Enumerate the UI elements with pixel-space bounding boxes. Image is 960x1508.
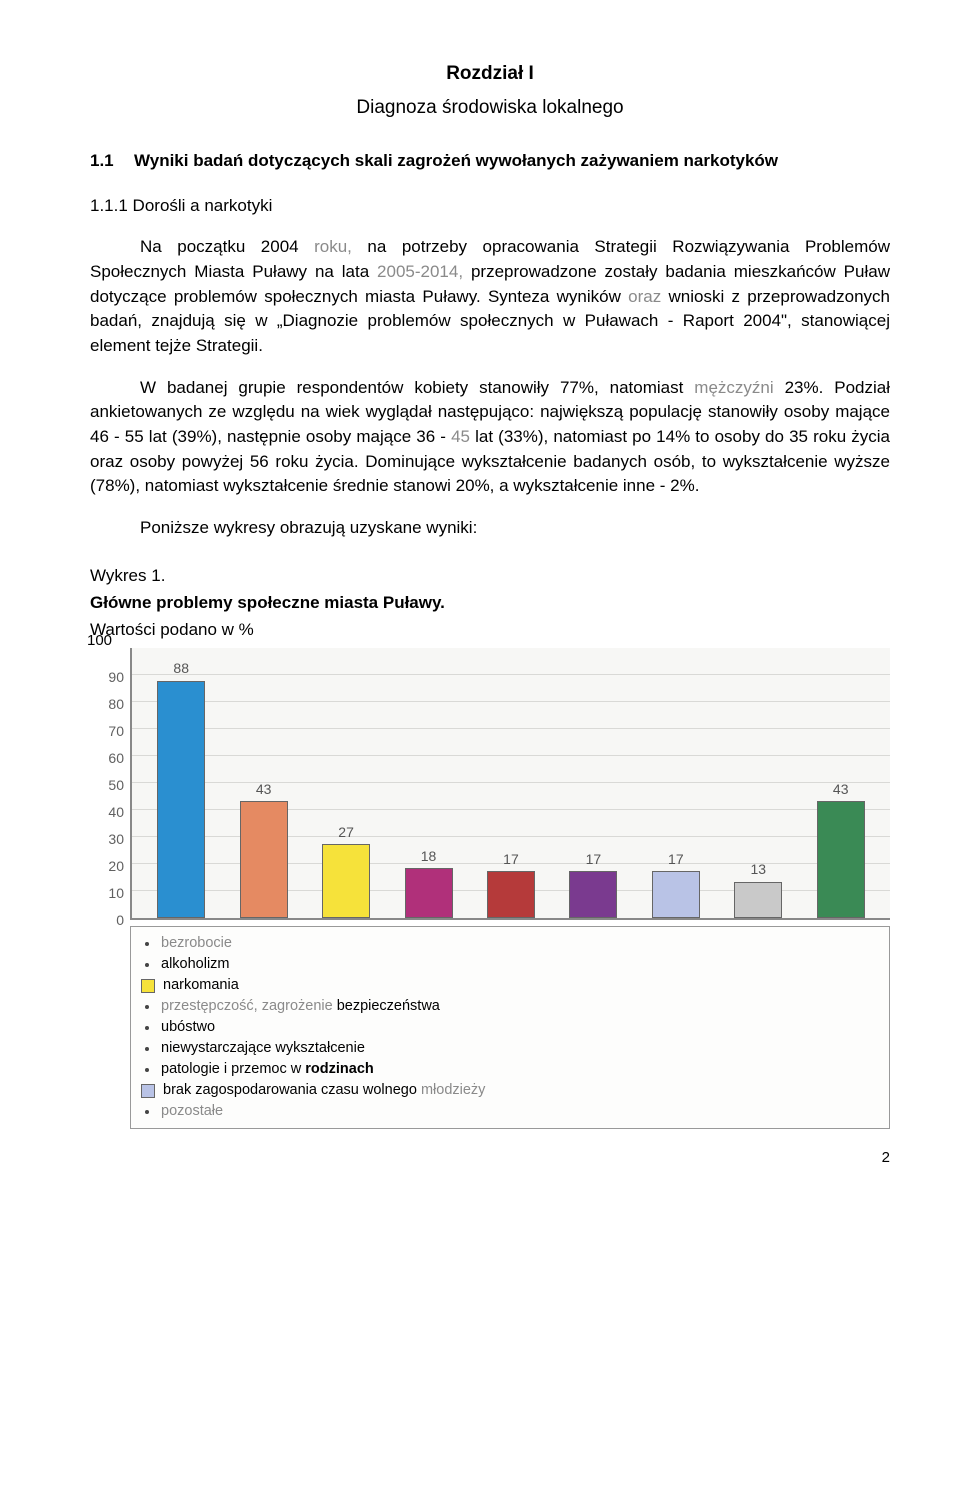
y-tick: 70 [108, 721, 124, 741]
y-tick: 20 [108, 856, 124, 876]
y-tick: 80 [108, 694, 124, 714]
figure-caption: Wartości podano w % [90, 618, 890, 643]
legend-label: alkoholizm [161, 954, 230, 975]
paragraph-2: W badanej grupie respondentów kobiety st… [90, 376, 890, 499]
legend-item: ubóstwo [141, 1017, 879, 1038]
section-title: Wyniki badań dotyczących skali zagrożeń … [134, 149, 778, 174]
legend-label: niewystarczające wykształcenie [161, 1038, 365, 1059]
bar [157, 681, 205, 919]
chart-legend: bezrobociealkoholizmnarkomaniaprzestępcz… [130, 926, 890, 1129]
y-tick: 60 [108, 748, 124, 768]
bar-chart: 100 0102030405060708090 8843271817171713… [90, 650, 890, 1129]
page-number: 2 [90, 1147, 890, 1169]
legend-bullet [145, 1026, 149, 1030]
bar-slot: 17 [649, 849, 703, 919]
bar [734, 882, 782, 919]
legend-label: brak zagospodarowania czasu wolnego młod… [163, 1080, 485, 1101]
y-tick: 0 [116, 910, 124, 930]
legend-swatch [141, 979, 155, 993]
legend-item: brak zagospodarowania czasu wolnego młod… [141, 1080, 879, 1101]
bar-slot: 18 [402, 846, 456, 919]
legend-label: pozostałe [161, 1101, 223, 1122]
bar-value-label: 43 [256, 779, 272, 799]
legend-bullet [145, 1047, 149, 1051]
bar-value-label: 17 [586, 849, 602, 869]
bar-value-label: 27 [338, 822, 354, 842]
legend-swatch [141, 1084, 155, 1098]
paragraph-3: Poniższe wykresy obrazują uzyskane wynik… [90, 516, 890, 541]
y-tick: 90 [108, 667, 124, 687]
bar [569, 871, 617, 919]
bar-value-label: 13 [750, 859, 766, 879]
legend-bullet [145, 963, 149, 967]
bar-slot: 88 [154, 658, 208, 918]
y-extra-100: 100 [87, 630, 112, 652]
subsection-number: 1.1.1 [90, 196, 128, 215]
chapter-subtitle: Diagnoza środowiska lokalnego [90, 94, 890, 122]
figure-label: Wykres 1. [90, 564, 890, 589]
bar [652, 871, 700, 919]
section-number: 1.1 [90, 149, 134, 174]
bar [405, 868, 453, 918]
bar [240, 801, 288, 918]
legend-label: patologie i przemoc w rodzinach [161, 1059, 374, 1080]
legend-bullet [145, 1110, 149, 1114]
legend-bullet [145, 1005, 149, 1009]
legend-label: ubóstwo [161, 1017, 215, 1038]
subsection-heading: 1.1.1 Dorośli a narkotyki [90, 194, 890, 219]
legend-item: bezrobocie [141, 933, 879, 954]
legend-bullet [145, 942, 149, 946]
section-heading: 1.1 Wyniki badań dotyczących skali zagro… [90, 149, 890, 174]
subsection-title: Dorośli a narkotyki [133, 196, 273, 215]
chapter-title: Rozdział I [90, 60, 890, 88]
legend-item: narkomania [141, 975, 879, 996]
y-tick: 10 [108, 883, 124, 903]
bar-value-label: 43 [833, 779, 849, 799]
legend-label: przestępczość, zagrożenie bezpieczeństwa [161, 996, 440, 1017]
legend-item: pozostałe [141, 1101, 879, 1122]
legend-item: alkoholizm [141, 954, 879, 975]
bar-value-label: 18 [421, 846, 437, 866]
bar [487, 871, 535, 919]
bar-value-label: 17 [503, 849, 519, 869]
bar-value-label: 88 [173, 658, 189, 678]
paragraph-1: Na początku 2004 roku, na potrzeby oprac… [90, 235, 890, 358]
chart-plot: 88 43 27 18 17 17 17 13 43 [130, 648, 890, 920]
bar-value-label: 17 [668, 849, 684, 869]
y-tick: 30 [108, 829, 124, 849]
legend-label: bezrobocie [161, 933, 232, 954]
bar-slot: 43 [814, 779, 868, 919]
y-axis: 0102030405060708090 [90, 650, 130, 920]
legend-label: narkomania [163, 975, 239, 996]
bar [817, 801, 865, 918]
bar-slot: 27 [319, 822, 373, 919]
bar-slot: 13 [731, 859, 785, 918]
bar-slot: 17 [566, 849, 620, 919]
bar-slot: 17 [484, 849, 538, 919]
bar [322, 844, 370, 918]
legend-bullet [145, 1068, 149, 1072]
legend-item: niewystarczające wykształcenie [141, 1038, 879, 1059]
legend-item: przestępczość, zagrożenie bezpieczeństwa [141, 996, 879, 1017]
figure-title: Główne problemy społeczne miasta Puławy. [90, 591, 890, 616]
bar-slot: 43 [237, 779, 291, 919]
y-tick: 50 [108, 775, 124, 795]
legend-item: patologie i przemoc w rodzinach [141, 1059, 879, 1080]
y-tick: 40 [108, 802, 124, 822]
